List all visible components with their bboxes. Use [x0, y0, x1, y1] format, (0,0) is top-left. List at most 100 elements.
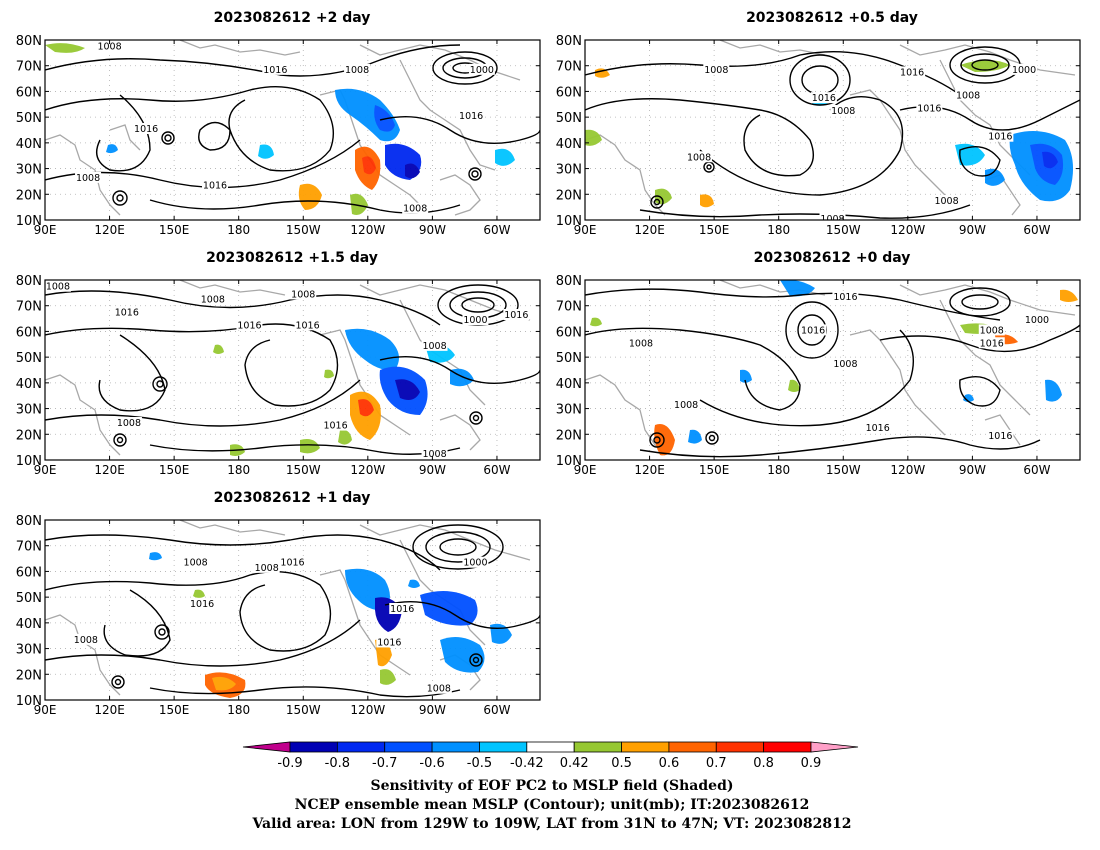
lat-tick-label: 10N [16, 214, 42, 229]
map-frame [584, 39, 1081, 221]
contour-label-bg [899, 66, 926, 78]
lon-tick-label: 120W [350, 703, 385, 717]
lon-tick-label: 90E [574, 223, 597, 237]
contour-label: 1008 [956, 91, 980, 102]
contour-label-bg [673, 399, 700, 410]
lat-lon-grid [45, 40, 540, 220]
map-panel-plus-2-day: 2023082612 +2 day [16, 10, 541, 237]
lat-tick-label: 60N [16, 565, 42, 580]
contour-label: 1016 [988, 132, 1012, 143]
colorbar-segment [621, 741, 670, 753]
colorbar: -0.9 -0.8 -0.7 -0.6 -0.5 -0.42 0.42 0.5 0.6 0.7 0.… [242, 741, 859, 771]
contour-labels: 1016 1016 1008 1000 1008 1008 1016 1008 1016 1016 [627, 291, 1050, 442]
contour-label: 1008 [201, 295, 225, 306]
contour-label-bg [978, 324, 1005, 336]
lat-tick-label: 40N [556, 377, 582, 392]
contour-label: 1016 [263, 65, 287, 76]
colorbar-segment [668, 741, 717, 753]
lon-tick-label: 120E [94, 223, 125, 237]
panel-title: 2023082612 +2 day [214, 10, 371, 26]
contour-label-bg [503, 309, 530, 320]
contour-label-bg [832, 291, 859, 302]
shading [585, 60, 1074, 208]
contour-label-bg [189, 597, 216, 609]
contour-label: 1000 [1012, 65, 1036, 76]
panel-title: 2023082612 +1 day [214, 490, 371, 506]
footer-line-3: Valid area: LON from 129W to 109W, LAT f… [251, 816, 851, 832]
contour-label-bg [322, 419, 349, 431]
lon-tick-label: 120E [94, 463, 125, 477]
colorbar-segment [431, 741, 480, 753]
lat-tick-label: 60N [556, 325, 582, 340]
contour-label-bg [462, 556, 489, 568]
colorbar-label: 0.5 [611, 756, 632, 771]
contour-label-bg [376, 636, 403, 648]
contour-label-bg [819, 213, 846, 220]
shading [45, 43, 515, 215]
contour-label-bg [133, 123, 160, 134]
map-plot-area: 1008 1016 1008 1000 1016 1016 1008 1016 1008 [45, 40, 540, 220]
contour-label: 1016 [295, 320, 319, 331]
map-plot-area: 1008 1008 1008 1016 1016 1016 1000 1016 1008 1008… [45, 280, 540, 460]
contour-label-bg [462, 314, 489, 326]
contour-label: 1016 [115, 307, 139, 318]
map-frame [44, 279, 541, 461]
contour-label: 1016 [917, 103, 941, 114]
contour-label: 1008 [255, 563, 279, 574]
contour-label-bg [978, 337, 1005, 349]
lon-tick-label: 60W [1023, 463, 1050, 477]
contour-label-bg [458, 110, 485, 122]
colorbar-label: 0.9 [801, 756, 822, 771]
lon-tick-label: 90W [959, 463, 986, 477]
footer-line-2: NCEP ensemble mean MSLP (Contour); unit(… [295, 797, 810, 813]
contour-label-bg [290, 288, 317, 300]
lon-tick-label: 150W [286, 463, 321, 477]
lat-tick-label: 70N [16, 540, 42, 555]
contour-label-bg [703, 63, 730, 75]
contour-label-bg [421, 339, 448, 351]
mslp-contours [45, 44, 540, 214]
lon-tick-label: 180 [767, 223, 790, 237]
lat-tick-label: 50N [556, 111, 582, 126]
colorbar-segment [715, 741, 765, 753]
contour-label: 1000 [1025, 315, 1049, 326]
lat-tick-label: 60N [16, 325, 42, 340]
contour-label: 1008 [427, 684, 451, 695]
contour-label: 1000 [470, 65, 494, 76]
colorbar-segment [526, 741, 575, 753]
lat-tick-label: 20N [16, 428, 42, 443]
lat-tick-label: 80N [556, 34, 582, 49]
lon-tick-label: 90E [34, 223, 57, 237]
lat-tick-label: 80N [16, 274, 42, 289]
lon-tick-label: 180 [227, 463, 250, 477]
lat-tick-label: 70N [556, 60, 582, 75]
contour-label: 1008 [291, 289, 315, 300]
colorbar-label: 0.6 [659, 756, 680, 771]
contour-label-bg [468, 63, 495, 75]
contour-label-bg [199, 293, 226, 305]
contour-label: 1016 [280, 558, 304, 569]
lat-tick-label: 50N [16, 111, 42, 126]
colorbar-label: 0.7 [706, 756, 727, 771]
lon-tick-label: 150E [159, 223, 190, 237]
contour-label-bg [933, 195, 960, 206]
contour-label-bg [1023, 314, 1050, 326]
contour-label: 1008 [687, 152, 711, 163]
lat-tick-label: 10N [16, 694, 42, 709]
coastlines [585, 280, 1076, 456]
colorbar-segment [336, 741, 386, 753]
contour-label-bg [402, 202, 429, 214]
contour-label: 1008 [674, 400, 698, 411]
contour-label: 1016 [988, 431, 1012, 442]
lat-tick-label: 70N [16, 60, 42, 75]
contour-label: 1016 [833, 292, 857, 303]
coastlines [45, 280, 531, 456]
lon-tick-label: 60W [483, 223, 510, 237]
lat-tick-label: 80N [556, 274, 582, 289]
lat-tick-label: 30N [16, 403, 42, 418]
